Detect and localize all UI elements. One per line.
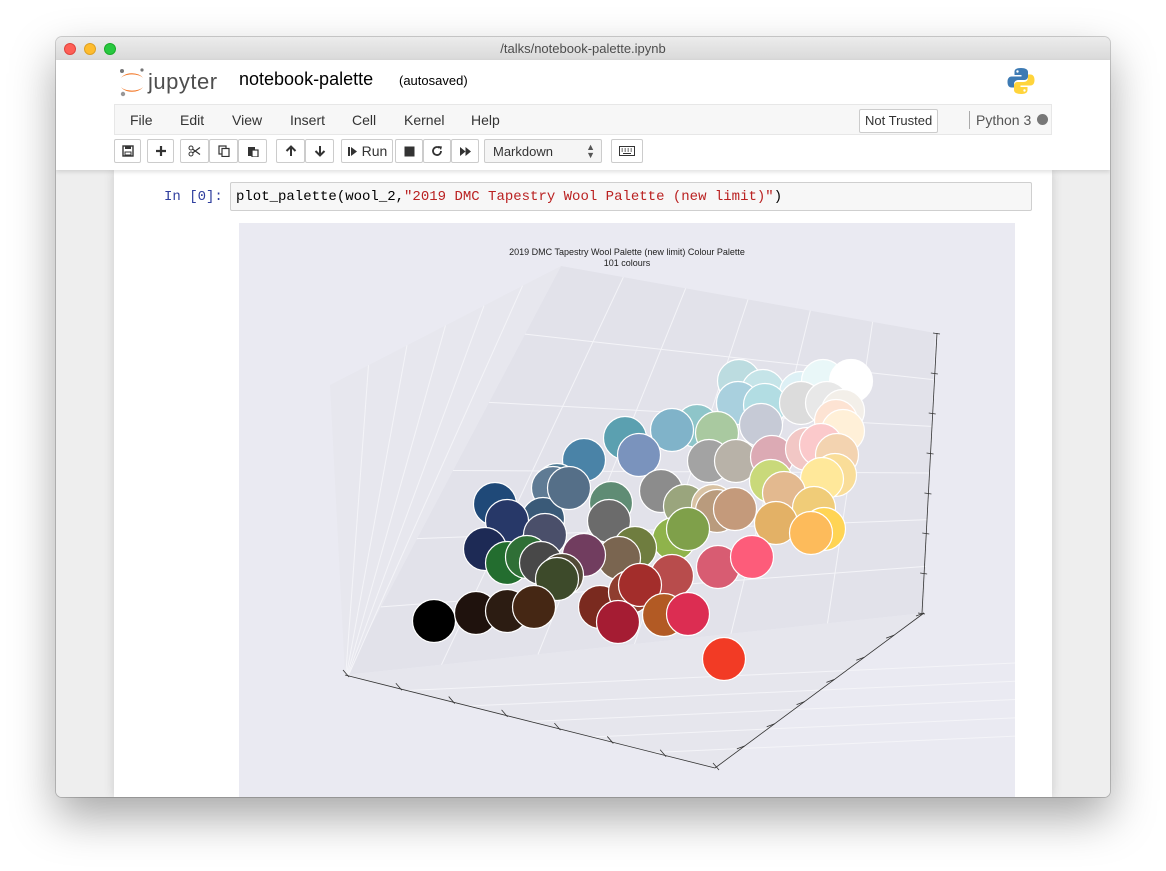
palette-point [729,534,775,580]
jupyter-logo[interactable]: jupyter [118,67,228,97]
menu-help[interactable]: Help [471,112,500,128]
menu-view[interactable]: View [232,112,263,128]
kernel-separator [969,111,970,129]
window-titlebar: /talks/notebook-palette.ipynb [56,37,1110,61]
move-up-button[interactable] [276,139,305,163]
maximize-window-button[interactable] [104,43,116,55]
input-prompt: In [0]: [164,189,223,205]
palette-point [595,599,641,645]
fast-forward-icon [459,146,471,156]
palette-point [712,486,758,532]
palette-point [788,510,834,556]
palette-point [617,562,663,608]
copy-icon [217,145,230,157]
kernel-status-indicator [1037,114,1048,125]
not-trusted-button[interactable]: Not Trusted [859,109,939,133]
menu-kernel[interactable]: Kernel [404,112,445,128]
chart-title: 2019 DMC Tapestry Wool Palette (new limi… [509,247,745,257]
jupyter-logo-icon [120,68,144,97]
code-close-paren: ) [773,189,783,205]
notebook-area: In [0]: plot_palette(wool_2,"2019 DMC Ta… [56,170,1110,797]
interrupt-button[interactable] [395,139,423,163]
menu-cell[interactable]: Cell [352,112,377,128]
palette-point [649,407,695,453]
arrow-up-icon [285,145,296,156]
window-title: /talks/notebook-palette.ipynb [500,41,666,56]
restart-icon [432,146,442,156]
save-icon [121,145,134,157]
kernel-name[interactable]: Python 3 [976,112,1032,128]
insert-cell-button[interactable] [147,139,174,163]
stop-icon [404,146,414,156]
palette-point [411,598,457,644]
notebook-name[interactable]: notebook-palette [239,69,374,89]
palette-point [616,432,662,478]
arrow-down-icon [314,146,325,157]
save-button[interactable] [114,139,141,163]
chart-subtitle: 101 colours [603,258,651,268]
select-arrows-icon: ▲ ▼ [586,142,595,160]
code-string-literal: "2019 DMC Tapestry Wool Palette (new lim… [404,189,774,205]
menu-file[interactable]: File [130,112,153,128]
palette-point [665,591,711,637]
menu-bar: File Edit View Insert Cell Kernel Help N… [114,104,1052,135]
menu-insert[interactable]: Insert [290,112,326,128]
notebook-header: jupyter notebook-palette (autosaved) Fil… [56,60,1110,170]
command-palette-button[interactable] [611,139,643,163]
run-button-label: Run [361,143,388,159]
scissors-icon [188,145,201,157]
restart-button[interactable] [423,139,451,163]
close-window-button[interactable] [64,43,76,55]
python-logo-icon [1007,68,1035,94]
paste-button[interactable] [238,139,267,163]
plot-output: 2019 DMC Tapestry Wool Palette (new limi… [239,223,1015,797]
copy-button[interactable] [209,139,238,163]
code-text: plot_palette(wool_2, [236,189,405,205]
chart-points [411,358,874,682]
palette-point [701,636,747,682]
move-down-button[interactable] [305,139,334,163]
plus-icon [155,146,166,156]
jupyter-logo-text: jupyter [148,69,218,94]
palette-point [665,506,711,552]
cut-button[interactable] [180,139,209,163]
run-button[interactable]: Run [341,139,393,163]
paste-icon [247,147,259,157]
keyboard-icon [619,146,635,156]
chart-3d-scatter [330,266,1015,771]
restart-run-all-button[interactable] [451,139,479,163]
cell-type-select[interactable]: Markdown ▲ ▼ [484,139,602,163]
palette-point [546,465,592,511]
palette-point [511,584,557,630]
cell-type-value: Markdown [493,144,553,159]
notebook-panel: In [0]: plot_palette(wool_2,"2019 DMC Ta… [114,170,1052,797]
step-forward-icon [347,146,357,156]
app-window: /talks/notebook-palette.ipynb jupyter no… [56,37,1110,797]
autosave-status: (autosaved) [399,73,468,88]
minimize-window-button[interactable] [84,43,96,55]
code-cell-input[interactable]: plot_palette(wool_2,"2019 DMC Tapestry W… [230,182,1032,211]
menu-edit[interactable]: Edit [180,112,205,128]
